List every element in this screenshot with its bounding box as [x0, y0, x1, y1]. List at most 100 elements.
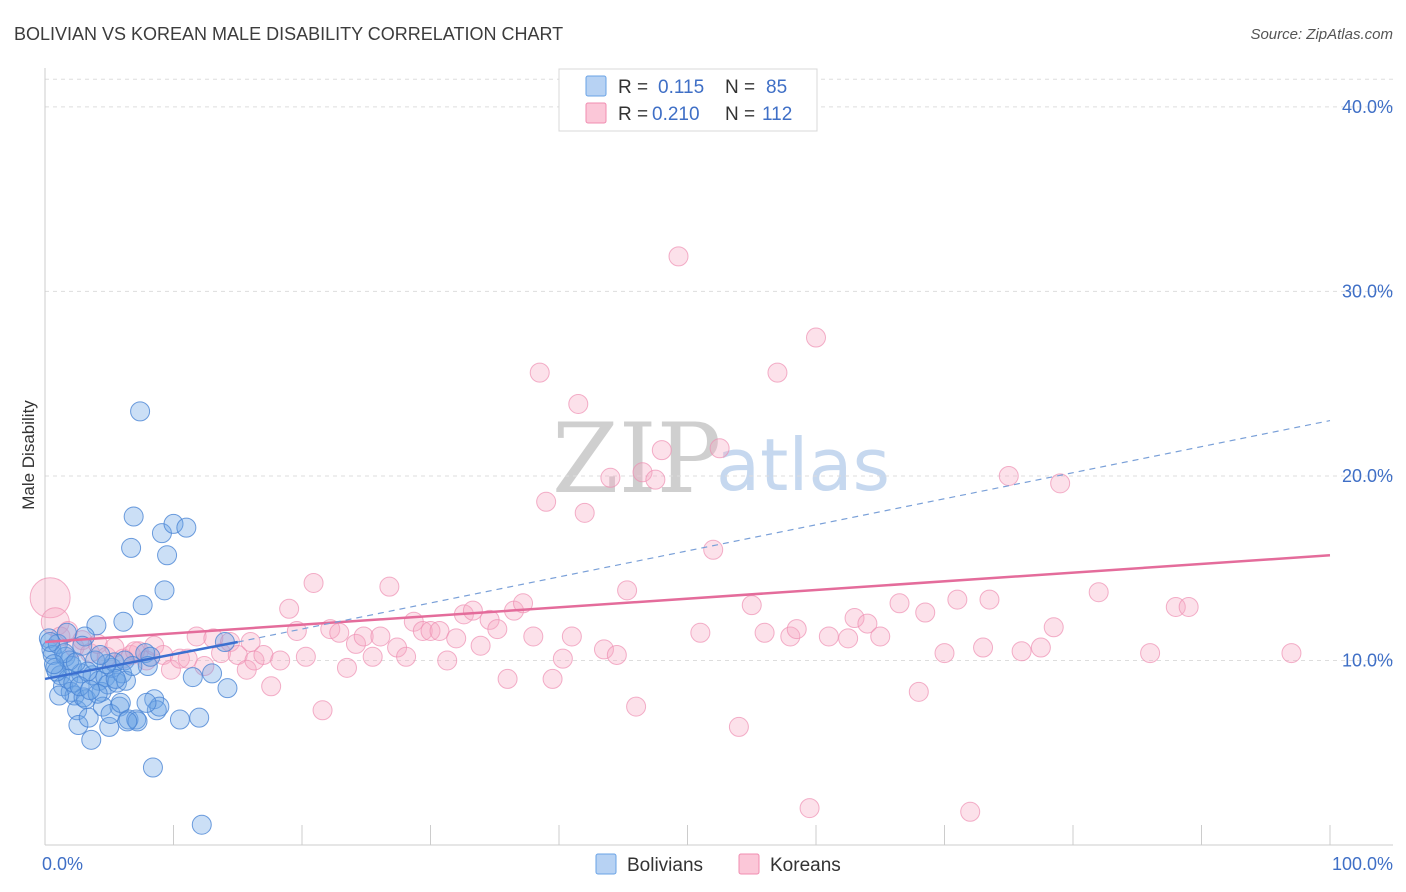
korean-point — [552, 648, 573, 669]
korean-point — [606, 644, 627, 665]
legend-r-koreans: 0.210 — [652, 104, 700, 125]
bolivian-point — [176, 517, 197, 538]
bolivian-point — [43, 654, 64, 675]
bolivian-point — [115, 670, 136, 691]
korean-point — [799, 798, 820, 819]
korean-point — [651, 440, 672, 461]
bolivian-point — [189, 707, 210, 728]
watermark: ZIP atlas — [552, 403, 890, 515]
korean-point — [870, 626, 891, 647]
bolivian-point — [99, 716, 120, 737]
x-tick-label: 0.0% — [42, 854, 83, 874]
bolivian-point — [56, 622, 77, 643]
x-tick-labels: 0.0% 100.0% — [42, 854, 1393, 874]
korean-point — [437, 650, 458, 671]
korean-point — [754, 622, 775, 643]
bottom-legend-swatch-koreans — [738, 853, 760, 875]
korean-point — [806, 327, 826, 348]
bolivian-point — [130, 401, 151, 422]
korean-point — [632, 462, 653, 483]
bolivian-point — [127, 711, 148, 732]
bolivian-point — [90, 644, 111, 665]
trend-line-koreans — [44, 554, 1331, 644]
korean-point — [1140, 643, 1161, 664]
bolivian-point — [191, 814, 212, 835]
bolivian-point — [157, 545, 178, 566]
korean-point — [844, 608, 865, 629]
korean-point — [345, 633, 366, 654]
legend-swatch-koreans — [585, 102, 607, 124]
bolivian-point — [81, 729, 102, 750]
korean-point — [703, 539, 724, 560]
korean-point — [487, 619, 508, 640]
korean-point — [536, 491, 557, 512]
bolivian-point — [132, 595, 153, 616]
korean-point — [186, 626, 207, 647]
legend-r-label-koreans: R = — [618, 104, 648, 125]
korean-point — [838, 628, 859, 649]
korean-point — [973, 637, 994, 658]
korean-point — [1011, 641, 1032, 662]
korean-point — [396, 646, 417, 667]
legend-n-label-bolivians: N = — [725, 77, 755, 98]
korean-point — [690, 622, 711, 643]
korean-point — [1050, 473, 1071, 494]
bolivian-point — [122, 656, 143, 677]
bolivian-point — [202, 663, 223, 684]
trend-lines — [44, 420, 1331, 681]
bolivian-point — [68, 715, 89, 736]
korean-point — [177, 648, 198, 669]
korean-point — [728, 716, 749, 737]
korean-point — [523, 626, 544, 647]
bolivian-point — [113, 611, 134, 632]
legend-n-koreans: 112 — [762, 104, 792, 125]
korean-point — [645, 469, 666, 490]
korean-point — [336, 657, 357, 678]
y-tick-label: 20.0% — [1342, 466, 1393, 486]
chart-title: BOLIVIAN VS KOREAN MALE DISABILITY CORRE… — [14, 24, 563, 44]
korean-point — [295, 646, 316, 667]
korean-point — [915, 602, 936, 623]
legend-n-label-koreans: N = — [725, 104, 755, 125]
axes — [44, 68, 1393, 846]
korean-point — [429, 620, 450, 641]
korean-point — [497, 668, 518, 689]
korean-point — [947, 589, 968, 610]
korean-point — [626, 696, 647, 717]
korean-point — [1178, 596, 1199, 617]
legend-r-label-bolivians: R = — [618, 77, 648, 98]
korean-point — [412, 620, 433, 641]
bolivian-point — [79, 680, 100, 700]
korean-point — [470, 635, 491, 656]
bottom-legend-label-bolivians: Bolivians — [627, 855, 703, 876]
bolivian-point — [182, 667, 203, 688]
trend-line-bolivians — [44, 640, 238, 681]
korean-point — [979, 589, 1000, 610]
korean-point — [574, 502, 595, 523]
korean-point — [561, 626, 582, 647]
korean-point — [270, 650, 291, 671]
bottom-legend-swatch-bolivians — [595, 853, 617, 875]
bolivian-point — [149, 696, 170, 717]
y-axis-label: Male Disability — [19, 400, 38, 510]
series-koreans-points — [29, 246, 1302, 822]
bolivian-point — [154, 580, 175, 601]
korean-point — [818, 626, 839, 647]
korean-point — [617, 580, 638, 601]
korean-point — [668, 246, 689, 267]
korean-point — [446, 628, 467, 649]
chart-source: Source: ZipAtlas.com — [1250, 26, 1393, 43]
korean-point — [261, 676, 282, 697]
korean-point — [240, 632, 261, 653]
korean-point — [329, 622, 350, 643]
bolivian-point — [146, 700, 167, 721]
korean-point — [542, 668, 563, 689]
korean-point — [362, 646, 383, 667]
korean-point — [998, 465, 1019, 486]
bolivian-point — [69, 676, 90, 697]
korean-point — [29, 577, 71, 619]
legend-n-bolivians: 85 — [766, 77, 787, 98]
korean-point — [279, 598, 300, 619]
bolivian-point — [121, 537, 142, 558]
bolivian-point — [110, 692, 131, 713]
